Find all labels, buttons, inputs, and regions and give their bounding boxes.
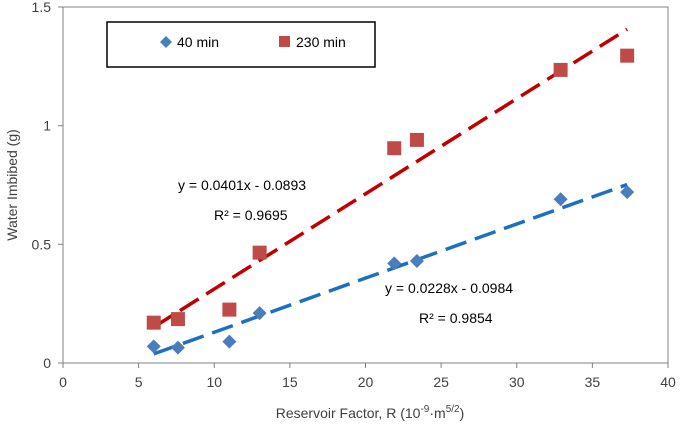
y-axis-label: Water Imbibed (g): [4, 129, 20, 241]
x-tick-label: 0: [59, 374, 67, 390]
equation-230min: y = 0.0401x - 0.0893: [178, 177, 306, 193]
point-40min: [170, 340, 185, 355]
point-230min: [252, 245, 267, 260]
y-tick-label: 1.5: [32, 0, 52, 15]
legend-box: [106, 21, 376, 68]
x-axis-label-mid: ·m: [429, 405, 445, 421]
x-tick-label: 35: [585, 374, 601, 390]
point-230min: [146, 315, 161, 330]
x-tick-label: 15: [282, 374, 298, 390]
x-axis-label-sup1: -9: [420, 404, 429, 415]
point-230min: [222, 302, 237, 317]
point-230min: [620, 48, 635, 63]
point-40min: [222, 334, 237, 349]
x-axis-label: Reservoir Factor, R (10-9·m5/2): [276, 404, 465, 421]
legend: 40 min 230 min: [106, 21, 376, 68]
legend-label-40min: 40 min: [177, 34, 219, 50]
y-axis-ticks: 0 0.5 1 1.5: [32, 0, 63, 371]
legend-marker-230min: [279, 36, 290, 47]
data-markers: [146, 48, 635, 355]
x-axis-label-main: Reservoir Factor, R (10: [276, 405, 421, 421]
trendline-40min: [153, 182, 628, 356]
point-230min: [387, 141, 402, 156]
x-tick-label: 20: [358, 374, 374, 390]
y-tick-label: 0: [43, 355, 51, 371]
point-40min: [387, 256, 402, 271]
trendline-230min: [152, 27, 629, 329]
x-axis-ticks: 0 5 10 15 20 25 30 35 40: [59, 363, 676, 390]
point-230min: [553, 62, 568, 77]
equation-40min: y = 0.0228x - 0.0984: [385, 280, 513, 296]
x-tick-label: 5: [135, 374, 143, 390]
point-40min: [409, 253, 424, 268]
x-tick-label: 10: [206, 374, 222, 390]
x-axis-label-end: ): [460, 405, 465, 421]
x-tick-label: 30: [509, 374, 525, 390]
y-tick-label: 0.5: [32, 236, 52, 252]
point-230min: [170, 312, 185, 327]
y-tick-label: 1: [43, 118, 51, 134]
legend-label-230min: 230 min: [296, 34, 346, 50]
r2-230min: R² = 0.9695: [214, 207, 288, 223]
point-40min: [252, 306, 267, 321]
x-tick-label: 40: [660, 374, 676, 390]
point-40min: [553, 192, 568, 207]
point-40min: [620, 185, 635, 200]
x-axis-label-sup2: 5/2: [446, 404, 460, 415]
r2-40min: R² = 0.9854: [419, 310, 493, 326]
point-230min: [409, 132, 424, 147]
legend-marker-40min: [160, 36, 172, 48]
x-tick-label: 25: [433, 374, 449, 390]
point-40min: [146, 339, 161, 354]
trendlines: [152, 27, 629, 356]
